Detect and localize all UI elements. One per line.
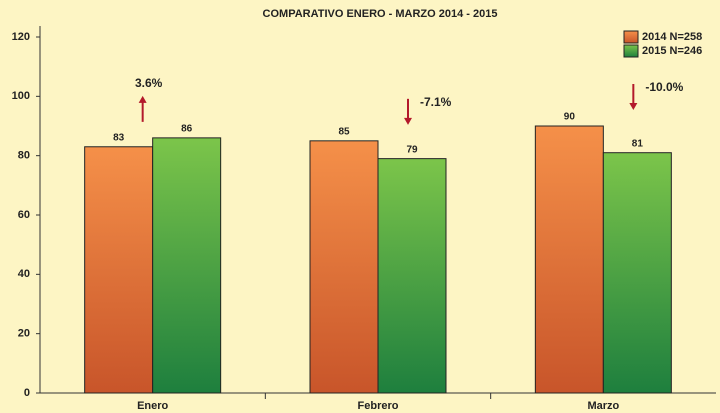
- y-tick-label: 20: [18, 328, 30, 340]
- value-label: 79: [406, 144, 418, 155]
- arrow-head: [138, 95, 147, 103]
- arrow-head: [629, 103, 638, 110]
- bar: [602, 152, 672, 394]
- y-tick-label: 100: [12, 90, 30, 102]
- value-label: 86: [181, 124, 193, 135]
- y-tick-label: 40: [18, 268, 30, 280]
- legend-swatch: [623, 30, 639, 44]
- value-label: 90: [564, 112, 576, 123]
- y-tick-label: 0: [24, 387, 30, 399]
- annotation: -10.0%: [645, 80, 683, 94]
- value-label: 83: [113, 132, 125, 143]
- arrow-head: [404, 117, 412, 125]
- chart-title: COMPARATIVO ENERO - MARZO 2014 - 2015: [263, 8, 498, 20]
- bar: [377, 158, 447, 394]
- legend-label: 2015 N=246: [642, 45, 702, 57]
- annotation: 3.6%: [135, 76, 163, 90]
- x-tick-label: Febrero: [358, 400, 399, 412]
- bar: [534, 125, 604, 394]
- x-tick-label: Marzo: [587, 400, 619, 412]
- bar: [84, 146, 154, 394]
- value-label: 85: [338, 126, 350, 137]
- y-tick-label: 120: [12, 31, 30, 43]
- legend-swatch: [623, 44, 639, 58]
- value-label: 81: [632, 138, 644, 149]
- bar: [309, 140, 379, 394]
- y-tick-label: 80: [18, 150, 30, 162]
- annotation: -7.1%: [420, 95, 452, 109]
- x-tick-label: Enero: [137, 400, 168, 412]
- bar: [152, 137, 222, 394]
- y-tick-label: 60: [18, 209, 30, 221]
- legend-label: 2014 N=258: [642, 31, 702, 43]
